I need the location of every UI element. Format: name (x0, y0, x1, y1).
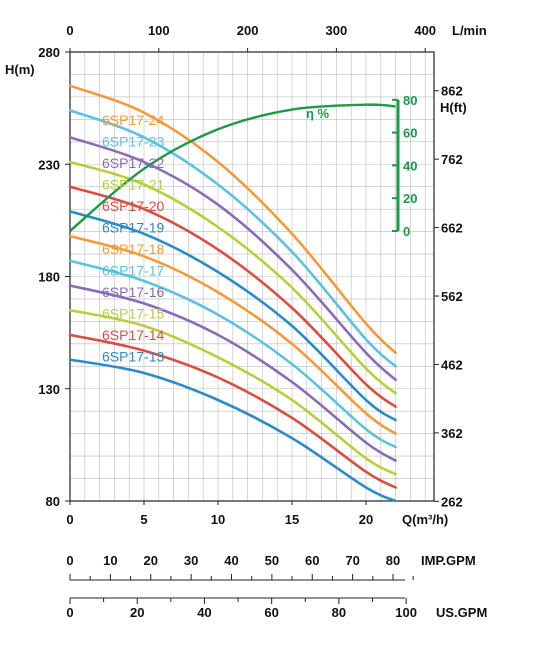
series-line-6SP17-23 (68, 109, 397, 368)
top-tick-label: 100 (148, 23, 170, 38)
imp-gpm-tick-label: 70 (345, 553, 359, 568)
us-gpm-tick-label: 80 (332, 605, 346, 620)
bottom-tick-label: 15 (285, 512, 299, 527)
series-line-6SP17-13 (68, 358, 397, 503)
imp-gpm-tick-label: 60 (305, 553, 319, 568)
efficiency-curve (69, 103, 396, 232)
imp-gpm-tick-label: 20 (144, 553, 158, 568)
efficiency-tick-label: 0 (403, 224, 410, 239)
efficiency-layer: 0 20 40 60 80 (69, 93, 417, 239)
imp-gpm-tick-label: 0 (66, 553, 73, 568)
series-line-6SP17-20 (68, 185, 397, 408)
right-tick-label: 562 (441, 289, 463, 304)
series-label-6SP17-15: 6SP17-15 (102, 306, 164, 322)
series-label-6SP17-24: 6SP17-24 (102, 112, 164, 128)
efficiency-tick-label: 40 (403, 158, 417, 173)
efficiency-tick-label: 80 (403, 93, 417, 108)
efficiency-tick-label: 20 (403, 191, 417, 206)
left-tick-label: 280 (38, 45, 60, 60)
imp-gpm-tick-label: 10 (103, 553, 117, 568)
series-layer (68, 84, 397, 503)
us-gpm-tick-label: 100 (395, 605, 417, 620)
bottom-tick-label: 0 (66, 512, 73, 527)
series-line-6SP17-16 (68, 284, 397, 462)
imp-gpm-tick-label: 50 (265, 553, 279, 568)
us-gpm-unit: US.GPM (436, 605, 487, 620)
bottom-tick-label: 5 (140, 512, 147, 527)
us-gpm-tick-label: 40 (197, 605, 211, 620)
us-gpm-tick-label: 20 (130, 605, 144, 620)
right-tick-label: 862 (441, 84, 463, 99)
series-line-6SP17-22 (68, 136, 397, 382)
top-tick-label: 0 (66, 23, 73, 38)
efficiency-label: η % (306, 106, 330, 121)
chart-grid (70, 52, 434, 501)
right-tick-label: 462 (441, 357, 463, 372)
imp-gpm-unit: IMP.GPM (421, 553, 476, 568)
series-label-6SP17-22: 6SP17-22 (102, 155, 164, 171)
left-tick-label: 180 (38, 270, 60, 285)
top-tick-label: 300 (326, 23, 348, 38)
top-tick-label: 400 (414, 23, 436, 38)
us-gpm-tick-label: 60 (264, 605, 278, 620)
imp-gpm-tick-label: 40 (224, 553, 238, 568)
imp-gpm-tick-label: 80 (386, 553, 400, 568)
series-line-6SP17-14 (68, 333, 397, 489)
curve-labels: 6SP17-24 6SP17-23 6SP17-22 6SP17-21 6SP17-20… (102, 112, 164, 365)
right-axis-unit: H(ft) (440, 100, 467, 115)
series-label-6SP17-21: 6SP17-21 (102, 177, 164, 193)
top-axis-unit: L/min (452, 23, 487, 38)
series-label-6SP17-23: 6SP17-23 (102, 134, 164, 150)
series-label-6SP17-14: 6SP17-14 (102, 327, 164, 343)
x-axis-unit: Q(m³/h) (402, 512, 448, 527)
series-label-6SP17-18: 6SP17-18 (102, 241, 164, 257)
imp-gpm-tick-label: 30 (184, 553, 198, 568)
series-label-6SP17-17: 6SP17-17 (102, 263, 164, 279)
bottom-tick-label: 10 (211, 512, 225, 527)
series-label-6SP17-13: 6SP17-13 (102, 349, 164, 365)
right-tick-label: 662 (441, 221, 463, 236)
right-tick-label: 262 (441, 494, 463, 509)
left-axis-unit: H(m) (5, 62, 35, 77)
right-tick-label: 762 (441, 152, 463, 167)
series-line-6SP17-15 (68, 308, 397, 476)
series-line-6SP17-21 (68, 160, 397, 395)
series-line-6SP17-19 (68, 210, 397, 422)
bottom-tick-label: 20 (359, 512, 373, 527)
series-line-6SP17-24 (68, 84, 397, 355)
series-label-6SP17-19: 6SP17-19 (102, 220, 164, 236)
us-gpm-tick-label: 0 (66, 605, 73, 620)
series-line-6SP17-18 (68, 234, 397, 435)
series-label-6SP17-20: 6SP17-20 (102, 198, 164, 214)
axis-ticks: 80 130 180 230 280 262 362 462 562 662 762 862 0 5 10 1… (38, 23, 462, 620)
left-tick-label: 230 (38, 157, 60, 172)
left-tick-label: 130 (38, 382, 60, 397)
efficiency-tick-label: 60 (403, 126, 417, 141)
top-tick-label: 200 (237, 23, 259, 38)
series-label-6SP17-16: 6SP17-16 (102, 284, 164, 300)
right-tick-label: 362 (441, 426, 463, 441)
series-line-6SP17-17 (68, 259, 397, 449)
left-tick-label: 80 (46, 494, 60, 509)
